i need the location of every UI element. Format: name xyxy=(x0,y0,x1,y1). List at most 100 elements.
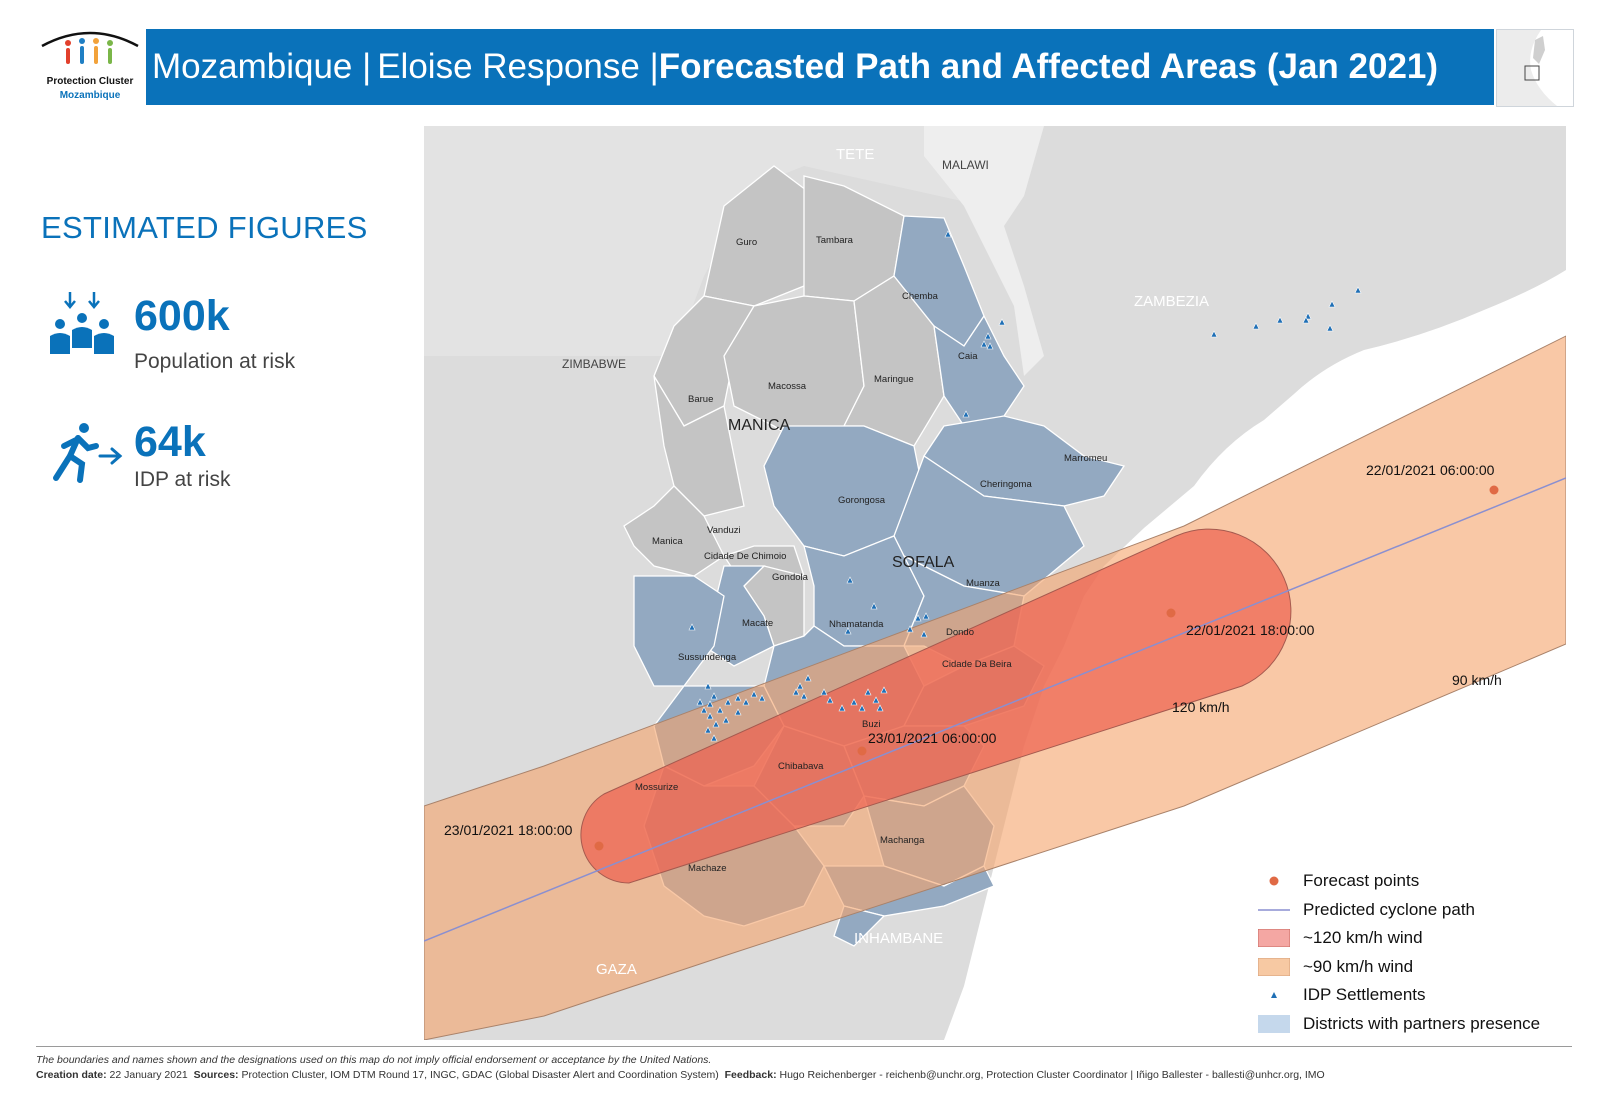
forecast-point-1 xyxy=(1489,485,1499,495)
district-barue: Barue xyxy=(688,394,713,405)
tete-area xyxy=(424,126,1034,356)
feedback-label: Feedback: xyxy=(724,1069,777,1081)
idp-settlement-marker xyxy=(796,682,804,690)
wind-label-90: 90 km/h xyxy=(1452,672,1502,688)
population-value: 600k xyxy=(134,292,230,340)
legend-label-forecast: Forecast points xyxy=(1303,871,1420,890)
population-icon xyxy=(50,292,114,354)
idp-settlement-marker xyxy=(1276,316,1284,324)
idp-settlement-marker xyxy=(704,682,712,690)
legend-label-w120: ~120 km/h wind xyxy=(1303,928,1423,947)
district-mossurize: Mossurize xyxy=(635,782,678,793)
idp-settlement-marker xyxy=(962,410,970,418)
idp-settlement-marker xyxy=(858,704,866,712)
district-gorongosa: Gorongosa xyxy=(838,495,886,506)
idp-settlement-marker xyxy=(906,625,914,633)
idp-settlement-marker xyxy=(1302,316,1310,324)
wind-120-swatch-icon xyxy=(1258,929,1290,947)
idp-settlement-marker xyxy=(820,688,828,696)
title-subject: Forecasted Path and Affected Areas (Jan … xyxy=(658,47,1439,86)
idp-settlement-marker xyxy=(922,612,930,620)
figures-title: ESTIMATED FIGURES xyxy=(41,210,368,245)
idp-settlement-marker xyxy=(1326,324,1334,332)
idp-settlement-marker xyxy=(710,692,718,700)
footer-divider xyxy=(36,1046,1572,1047)
district-macossa: Macossa xyxy=(768,381,807,392)
partners-swatch-icon xyxy=(1258,1014,1290,1033)
logo-figures-icon xyxy=(41,31,139,64)
district-manica: Manica xyxy=(652,536,683,547)
idp-settlement-marker xyxy=(826,696,834,704)
district-cidade-beira: Cidade Da Beira xyxy=(942,659,1012,670)
district-vanduzi: Vanduzi xyxy=(707,525,741,536)
idp-settlement-marker xyxy=(986,342,994,350)
district-muanza: Muanza xyxy=(966,578,1001,589)
district-machaze: Machaze xyxy=(688,863,727,874)
district-nhamatanda: Nhamatanda xyxy=(829,619,884,630)
overview-inset-map xyxy=(1496,29,1574,107)
path-line-icon xyxy=(1258,908,1290,911)
forecast-label-1: 22/01/2021 06:00:00 xyxy=(1366,462,1495,478)
forecast-points xyxy=(594,485,1499,851)
forecast-point-4 xyxy=(594,841,604,851)
district-marromeu: Marromeu xyxy=(1064,453,1107,464)
forecast-label-2: 22/01/2021 18:00:00 xyxy=(1186,622,1315,638)
idp-settlement-marker xyxy=(792,688,800,696)
forecast-label-4: 23/01/2021 18:00:00 xyxy=(444,822,573,838)
legend-item-idp: IDP Settlements xyxy=(1258,982,1558,1011)
region-tete: TETE xyxy=(836,146,874,163)
idp-settlement-marker xyxy=(696,698,704,706)
idp-settlement-marker xyxy=(846,576,854,584)
creation-label: Creation date: xyxy=(36,1069,107,1081)
wind-label-120: 120 km/h xyxy=(1172,699,1230,715)
region-malawi: MALAWI xyxy=(942,158,989,172)
idp-settlement-marker xyxy=(914,614,922,622)
sources-label: Sources: xyxy=(193,1069,239,1081)
idp-settlement-marker xyxy=(734,708,742,716)
forecast-point-icon xyxy=(1269,876,1279,886)
idp-settlement-marker xyxy=(712,720,720,728)
region-zimbabwe: ZIMBABWE xyxy=(562,357,626,371)
forecast-point-2 xyxy=(1166,608,1176,618)
forecast-point-3 xyxy=(857,746,867,756)
wind-90-swatch-icon xyxy=(1258,957,1290,976)
region-sofala: SOFALA xyxy=(892,554,955,571)
idp-settlement-marker xyxy=(844,627,852,635)
idp-settlement-marker xyxy=(880,686,888,694)
cyclone-map: TETE ZAMBEZIA INHAMBANE GAZA MALAWI ZIMB… xyxy=(424,126,1566,1040)
malawi-area xyxy=(924,126,1044,376)
population-label: Population at risk xyxy=(134,350,296,373)
idp-settlement-marker xyxy=(734,694,742,702)
idp-settlement-marker xyxy=(716,706,724,714)
idp-settlement-marker xyxy=(724,698,732,706)
idp-settlement-marker xyxy=(706,712,714,720)
idp-settlement-marker xyxy=(870,602,878,610)
region-manica: MANICA xyxy=(728,417,791,434)
idp-settlement-marker xyxy=(980,340,988,348)
map-legend: Forecast points Predicted cyclone path ~… xyxy=(1258,868,1558,1039)
creation-value: 22 January 2021 xyxy=(109,1069,188,1081)
idp-label: IDP at risk xyxy=(134,468,231,491)
idp-settlement-marker xyxy=(710,734,718,742)
idp-settlement-marker xyxy=(1354,286,1362,294)
legend-item-w120: ~120 km/h wind xyxy=(1258,925,1558,954)
legend-item-partners: Districts with partners presence xyxy=(1258,1011,1558,1040)
idp-settlement-icon xyxy=(1271,992,1277,998)
idp-settlement-marker xyxy=(750,690,758,698)
region-gaza: GAZA xyxy=(596,961,637,978)
logo-line2: Mozambique xyxy=(59,90,121,101)
region-zambezia: ZAMBEZIA xyxy=(1134,293,1209,310)
idp-settlement-marker xyxy=(706,700,714,708)
sources-value: Protection Cluster, IOM DTM Round 17, IN… xyxy=(241,1069,719,1081)
district-chemba: Chemba xyxy=(902,291,939,302)
page-title: Mozambique | Eloise Response |Forecasted … xyxy=(146,29,1494,105)
idp-settlement-marker xyxy=(804,674,812,682)
district-buzi: Buzi xyxy=(862,719,880,730)
idp-settlement-marker xyxy=(944,230,952,238)
title-response: Eloise Response | xyxy=(377,47,659,86)
idp-settlement-marker xyxy=(1210,330,1218,338)
district-maringue: Maringue xyxy=(874,374,914,385)
idp-running-icon xyxy=(53,423,123,483)
idp-settlement-marker xyxy=(688,623,696,631)
district-chibabava: Chibabava xyxy=(778,761,824,772)
